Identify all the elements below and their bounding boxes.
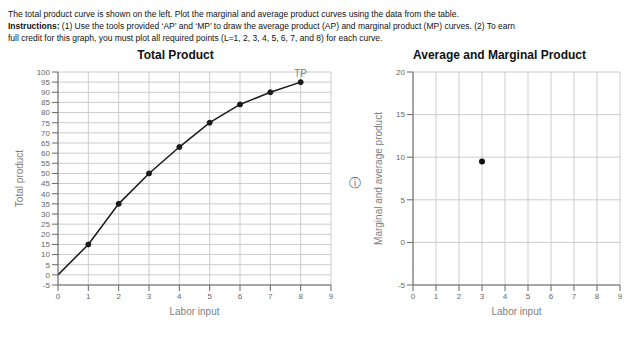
svg-text:8: 8	[298, 292, 303, 301]
svg-text:50: 50	[41, 169, 50, 178]
svg-text:45: 45	[41, 179, 50, 188]
svg-text:20: 20	[396, 68, 405, 77]
svg-text:1: 1	[434, 292, 439, 301]
html-text:The total product curve is sho: The total product curve is shown on the …	[8, 9, 459, 19]
svg-text:0: 0	[401, 238, 406, 247]
svg-text:75: 75	[41, 119, 50, 128]
svg-text:40: 40	[41, 190, 50, 199]
svg-text:2: 2	[116, 292, 121, 301]
svg-text:7: 7	[268, 292, 273, 301]
svg-text:70: 70	[41, 129, 50, 138]
svg-text:55: 55	[41, 159, 50, 168]
svg-text:0: 0	[46, 271, 51, 280]
svg-text:15: 15	[396, 110, 405, 119]
svg-text:4: 4	[503, 292, 508, 301]
svg-text:4: 4	[177, 292, 182, 301]
svg-text:90: 90	[41, 88, 50, 97]
svg-text:5: 5	[207, 292, 212, 301]
svg-text:5: 5	[46, 261, 51, 270]
svg-text:5: 5	[401, 196, 406, 205]
svg-text:9: 9	[329, 292, 334, 301]
svg-text:2: 2	[457, 292, 462, 301]
svg-text:TP: TP	[294, 68, 307, 79]
svg-text:5: 5	[526, 292, 531, 301]
svg-text:35: 35	[41, 200, 50, 209]
html-text:full credit for this graph, yo: full credit for this graph, you must plo…	[8, 33, 383, 43]
svg-text:0: 0	[56, 292, 61, 301]
svg-text:1: 1	[86, 292, 91, 301]
svg-text:-5: -5	[43, 281, 51, 290]
svg-text:30: 30	[41, 210, 50, 219]
svg-text:Labor input: Labor input	[169, 306, 219, 317]
svg-text:10: 10	[41, 250, 50, 259]
svg-text:Total product: Total product	[14, 150, 25, 207]
svg-text:Marginal and average product: Marginal and average product	[373, 112, 384, 245]
html-text:Average and Marginal Product: Average and Marginal Product	[413, 48, 586, 62]
svg-text:0: 0	[411, 292, 416, 301]
html-text:Instructions: (1) Use the tool: Instructions: (1) Use the tools provided…	[8, 21, 516, 31]
svg-text:-5: -5	[398, 281, 406, 290]
svg-text:20: 20	[41, 230, 50, 239]
svg-text:15: 15	[41, 240, 50, 249]
svg-text:9: 9	[618, 292, 623, 301]
svg-text:100: 100	[37, 68, 51, 77]
svg-text:10: 10	[396, 153, 405, 162]
svg-text:6: 6	[238, 292, 243, 301]
svg-text:95: 95	[41, 78, 50, 87]
svg-text:3: 3	[480, 292, 485, 301]
svg-text:8: 8	[595, 292, 600, 301]
svg-text:60: 60	[41, 149, 50, 158]
svg-text:80: 80	[41, 108, 50, 117]
svg-text:25: 25	[41, 220, 50, 229]
svg-text:Labor input: Labor input	[491, 306, 541, 317]
svg-text:3: 3	[147, 292, 152, 301]
svg-text:65: 65	[41, 139, 50, 148]
html-text:Total Product: Total Product	[137, 48, 214, 62]
svg-text:7: 7	[572, 292, 577, 301]
svg-text:85: 85	[41, 98, 50, 107]
svg-text:6: 6	[549, 292, 554, 301]
